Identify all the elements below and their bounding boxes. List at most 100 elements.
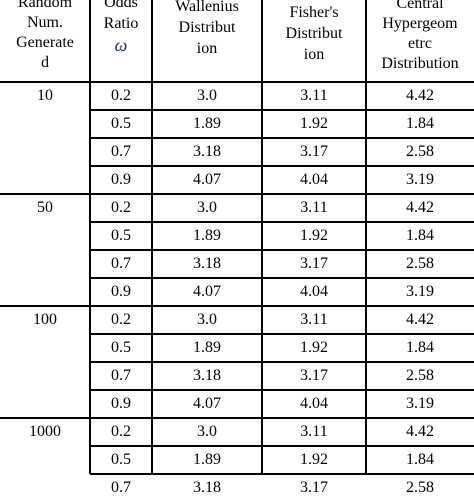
fishers-value: 3.17 — [300, 255, 328, 272]
wallenius-value: 4.07 — [193, 395, 221, 412]
odds-ratio-value: 0.2 — [111, 423, 131, 440]
odds-ratio-value: 0.5 — [111, 451, 131, 468]
central-hypergeometric-value: 1.84 — [406, 451, 434, 468]
fishers-value: 1.92 — [300, 339, 328, 356]
central-hypergeometric-value: 2.58 — [406, 143, 434, 160]
central-hypergeometric-value: 3.19 — [406, 171, 434, 188]
header-col4-line: ion — [303, 46, 325, 63]
header-col5-line: Distribution — [381, 55, 459, 72]
random-num-value: 10 — [37, 87, 53, 104]
central-hypergeometric-value: 2.58 — [406, 367, 434, 384]
central-hypergeometric-value: 2.58 — [406, 479, 434, 496]
header-col3-line: Distribut — [178, 19, 236, 36]
odds-ratio-value: 0.5 — [111, 227, 131, 244]
header-col2-line: Ratio — [103, 15, 139, 32]
header-col1-line: Generate — [16, 34, 74, 51]
fishers-value: 1.92 — [300, 451, 328, 468]
odds-ratio-value: 0.7 — [111, 367, 131, 384]
fishers-value: 1.92 — [300, 115, 328, 132]
central-hypergeometric-value: 1.84 — [406, 227, 434, 244]
wallenius-value: 3.18 — [193, 255, 221, 272]
central-hypergeometric-value: 4.42 — [406, 423, 434, 440]
row-divider — [90, 137, 474, 139]
central-hypergeometric-value: 1.84 — [406, 115, 434, 132]
column-divider — [151, 0, 153, 474]
group-divider — [0, 193, 474, 195]
random-num-value: 50 — [37, 199, 53, 216]
row-divider — [90, 445, 474, 447]
central-hypergeometric-value: 3.19 — [406, 395, 434, 412]
row-divider — [90, 333, 474, 335]
header-col1-line: Random — [17, 0, 73, 11]
central-hypergeometric-value: 2.58 — [406, 255, 434, 272]
odds-ratio-value: 0.2 — [111, 199, 131, 216]
wallenius-value: 3.0 — [197, 87, 217, 104]
column-divider — [89, 0, 91, 474]
row-divider — [90, 109, 474, 111]
fishers-value: 3.11 — [300, 423, 328, 440]
central-hypergeometric-value: 4.42 — [406, 87, 434, 104]
fishers-value: 3.17 — [300, 367, 328, 384]
wallenius-value: 3.18 — [193, 143, 221, 160]
odds-ratio-value: 0.2 — [111, 311, 131, 328]
header-divider — [0, 81, 474, 83]
odds-ratio-value: 0.2 — [111, 87, 131, 104]
fishers-value: 3.11 — [300, 199, 328, 216]
row-divider — [90, 221, 474, 223]
fishers-value: 3.17 — [300, 143, 328, 160]
header-col3-line: Wallenius — [175, 0, 239, 15]
header-col3-line: ion — [196, 40, 218, 57]
central-hypergeometric-value: 4.42 — [406, 311, 434, 328]
fishers-value: 4.04 — [300, 395, 328, 412]
odds-ratio-value: 0.9 — [111, 395, 131, 412]
header-col4-line: Fisher's — [289, 4, 339, 21]
group-divider — [0, 417, 474, 419]
random-num-value: 1000 — [29, 423, 61, 440]
odds-ratio-value: 0.7 — [111, 255, 131, 272]
header-col5-line: Central — [396, 0, 444, 12]
row-divider — [90, 165, 474, 167]
wallenius-value: 1.89 — [193, 339, 221, 356]
column-divider — [365, 0, 367, 474]
wallenius-value: 4.07 — [193, 283, 221, 300]
fishers-value: 4.04 — [300, 283, 328, 300]
fishers-value: 3.11 — [300, 311, 328, 328]
header-col1-line: Num. — [27, 14, 63, 31]
wallenius-value: 1.89 — [193, 451, 221, 468]
header-col1-line: d — [41, 54, 49, 71]
wallenius-value: 1.89 — [193, 227, 221, 244]
wallenius-value: 4.07 — [193, 171, 221, 188]
fishers-value: 1.92 — [300, 227, 328, 244]
fishers-value: 3.11 — [300, 87, 328, 104]
group-divider — [0, 305, 474, 307]
odds-ratio-value: 0.9 — [111, 283, 131, 300]
random-num-value: 100 — [33, 311, 57, 328]
header-col4-line: Distribut — [285, 25, 343, 42]
wallenius-value: 3.0 — [197, 423, 217, 440]
odds-ratio-value: 0.7 — [111, 143, 131, 160]
header-col5-line: etrc — [408, 35, 432, 52]
wallenius-value: 3.0 — [197, 311, 217, 328]
row-divider — [90, 361, 474, 363]
fishers-value: 4.04 — [300, 171, 328, 188]
central-hypergeometric-value: 4.42 — [406, 199, 434, 216]
wallenius-value: 3.0 — [197, 199, 217, 216]
wallenius-value: 3.18 — [193, 479, 221, 496]
header-col5-line: Hypergeom — [382, 15, 458, 32]
odds-ratio-value: 0.7 — [111, 479, 131, 496]
odds-ratio-value: 0.5 — [111, 115, 131, 132]
wallenius-value: 1.89 — [193, 115, 221, 132]
header-col2-line: Odds — [104, 0, 138, 11]
column-divider — [261, 0, 263, 474]
header-col2-line: ω — [114, 35, 128, 55]
central-hypergeometric-value: 1.84 — [406, 339, 434, 356]
row-divider — [90, 277, 474, 279]
central-hypergeometric-value: 3.19 — [406, 283, 434, 300]
odds-ratio-value: 0.5 — [111, 339, 131, 356]
row-divider — [90, 249, 474, 251]
wallenius-value: 3.18 — [193, 367, 221, 384]
row-divider — [90, 473, 474, 475]
fishers-value: 3.17 — [300, 479, 328, 496]
odds-ratio-value: 0.9 — [111, 171, 131, 188]
